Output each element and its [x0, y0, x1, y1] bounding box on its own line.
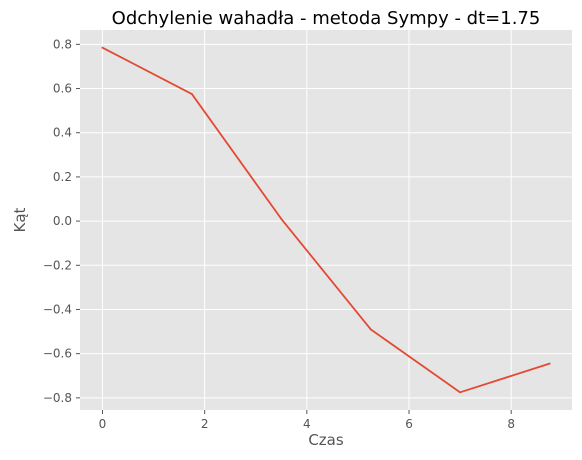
data-point	[369, 328, 372, 331]
x-axis-label: Czas	[308, 431, 344, 449]
y-tick-label: 0.4	[53, 126, 72, 140]
y-tick-label: −0.6	[43, 347, 72, 361]
plot-area	[80, 30, 572, 410]
x-tick-label: 2	[201, 417, 209, 431]
chart-title: Odchylenie wahadła - metoda Sympy - dt=1…	[112, 8, 541, 29]
x-tick-label: 0	[99, 417, 107, 431]
data-point	[548, 362, 551, 365]
axis-ticks: 0 2 4 6 8 −0.8 −0.6 −0.4 −0.2 0.0 0.2 0.4 0.6 0.8	[43, 37, 515, 431]
series-lines	[101, 46, 551, 394]
y-tick-label: 0.2	[53, 170, 72, 184]
x-tick-label: 6	[405, 417, 413, 431]
data-point	[280, 218, 283, 220]
grid-lines	[80, 30, 572, 410]
y-tick-label: −0.8	[43, 391, 72, 405]
y-tick-label: 0.8	[53, 37, 72, 51]
y-tick-label: 0.6	[53, 82, 72, 96]
y-tick-label: 0.0	[53, 214, 72, 228]
data-point	[190, 93, 193, 95]
y-tick-label: −0.4	[43, 302, 72, 316]
data-point	[101, 46, 104, 49]
series-line	[101, 46, 551, 394]
y-axis-label: Kąt	[11, 207, 29, 232]
x-tick-label: 8	[507, 417, 515, 431]
y-tick-label: −0.2	[43, 258, 72, 272]
x-tick-label: 4	[303, 417, 311, 431]
data-point	[459, 391, 462, 394]
